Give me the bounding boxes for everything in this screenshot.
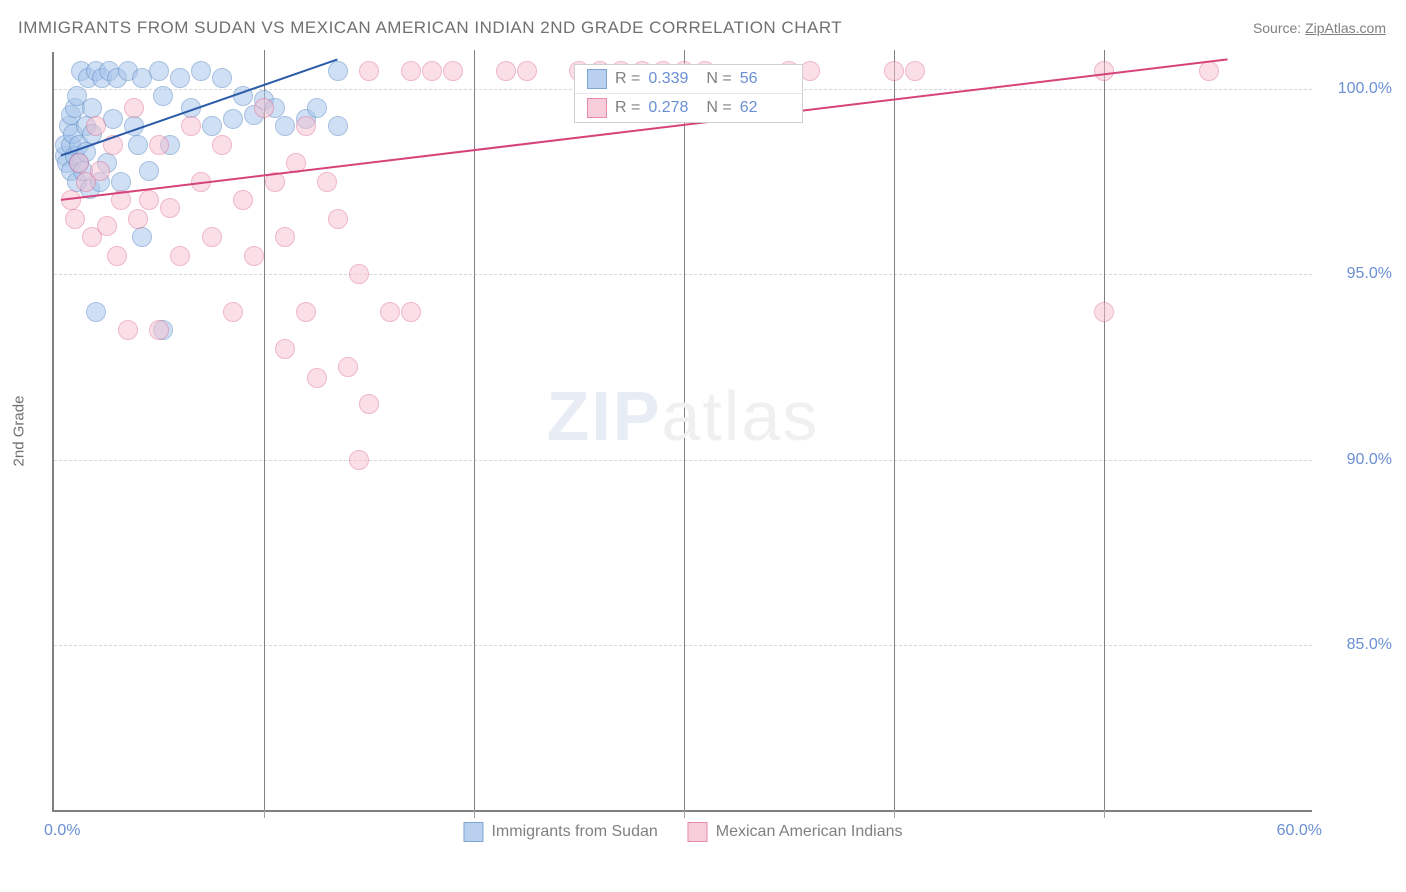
y-tick-label: 100.0% — [1322, 80, 1392, 98]
x-minor-tick-mark — [474, 810, 475, 818]
x-minor-tick-mark — [684, 810, 685, 818]
legend-correlation-row: R = 0.278 N = 62 — [575, 94, 802, 122]
legend-n-label: N = — [706, 70, 731, 88]
legend-n-value: 56 — [740, 70, 790, 88]
source-link[interactable]: ZipAtlas.com — [1305, 20, 1386, 36]
y-axis-title: 2nd Grade — [11, 396, 28, 467]
legend-series-label: Immigrants from Sudan — [491, 823, 657, 841]
legend-n-value: 62 — [740, 99, 790, 117]
legend-swatch — [587, 98, 607, 118]
legend-swatch — [587, 69, 607, 89]
legend-swatch — [463, 822, 483, 842]
x-minor-tick-mark — [264, 810, 265, 818]
x-minor-tick-mark — [1104, 810, 1105, 818]
legend-r-label: R = — [615, 70, 640, 88]
x-tick-min: 0.0% — [44, 822, 80, 840]
source-label: Source: — [1253, 20, 1305, 36]
trend-line — [61, 59, 337, 155]
legend-correlation-box: R = 0.339 N = 56 R = 0.278 N = 62 — [574, 64, 803, 123]
plot-area: ZIPatlas 2nd Grade R =0.339N =56R =0.278… — [52, 52, 1312, 812]
y-tick-label: 90.0% — [1322, 451, 1392, 469]
legend-series-item: Immigrants from Sudan — [463, 822, 657, 842]
chart-container: IMMIGRANTS FROM SUDAN VS MEXICAN AMERICA… — [0, 0, 1406, 892]
y-tick-label: 85.0% — [1322, 636, 1392, 654]
legend-r-label: R = — [615, 99, 640, 117]
legend-series: Immigrants from Sudan Mexican American In… — [463, 822, 902, 842]
trend-lines-layer — [54, 52, 1312, 810]
x-minor-tick-mark — [894, 810, 895, 818]
chart-title: IMMIGRANTS FROM SUDAN VS MEXICAN AMERICA… — [18, 18, 842, 38]
x-tick-max: 60.0% — [1277, 822, 1322, 840]
legend-series-label: Mexican American Indians — [716, 823, 903, 841]
legend-swatch — [688, 822, 708, 842]
source-attribution: Source: ZipAtlas.com — [1253, 20, 1386, 36]
legend-r-value: 0.339 — [648, 70, 698, 88]
legend-n-label: N = — [706, 99, 731, 117]
legend-series-item: Mexican American Indians — [688, 822, 903, 842]
legend-r-value: 0.278 — [648, 99, 698, 117]
legend-correlation-row: R = 0.339 N = 56 — [575, 65, 802, 94]
y-tick-label: 95.0% — [1322, 265, 1392, 283]
